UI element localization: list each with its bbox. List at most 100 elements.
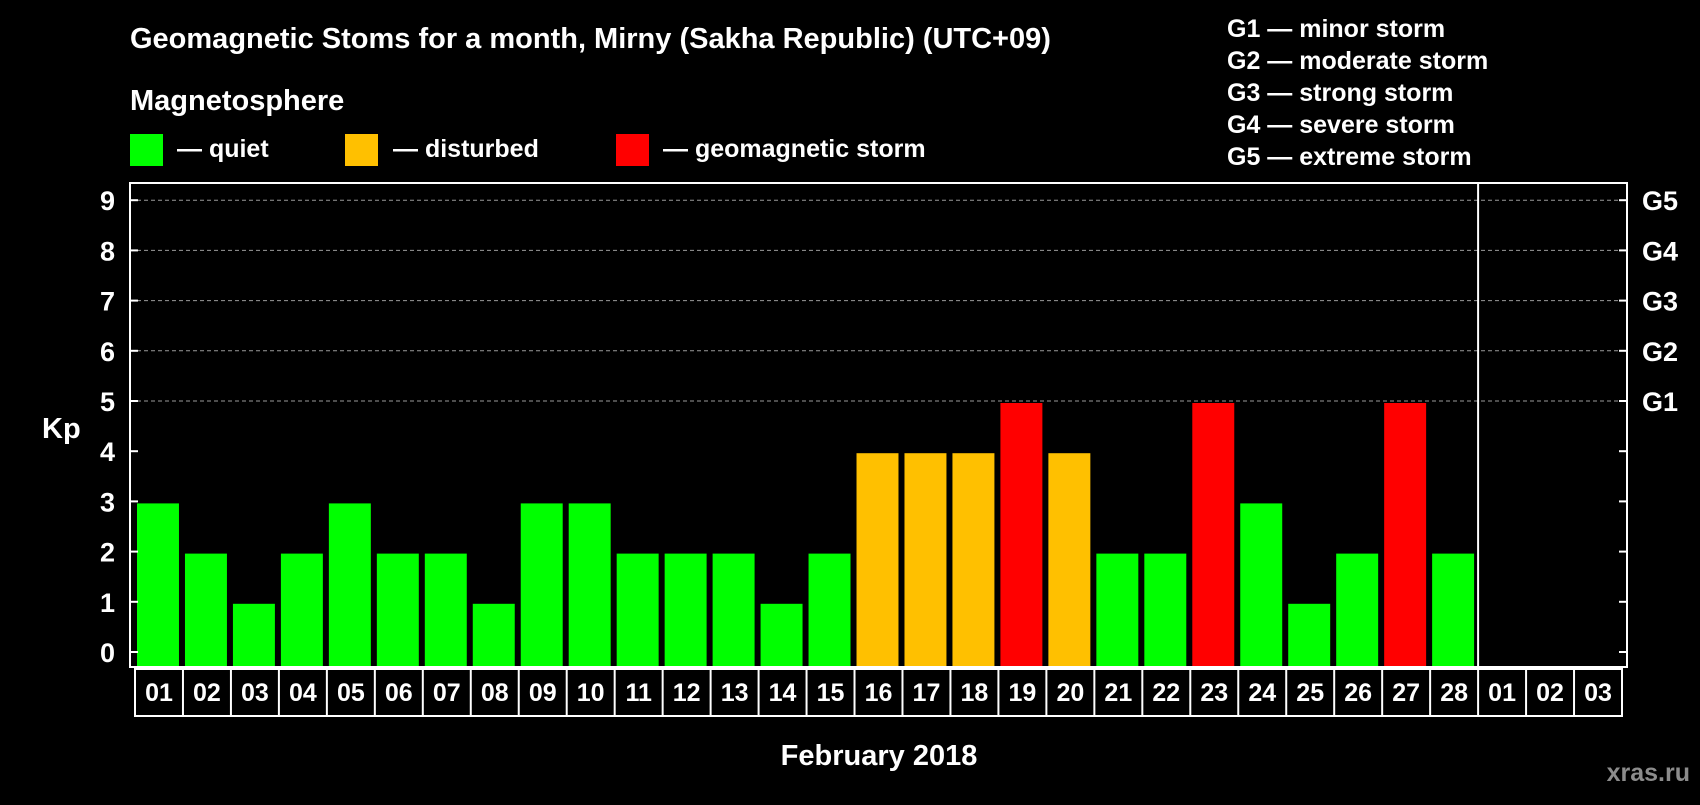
legend-swatch-storm [616,134,649,166]
bar-day-11 [616,553,659,667]
day-label-13: 13 [721,679,749,707]
bar-day-25 [1288,603,1331,667]
bar-day-22 [1144,553,1187,667]
bars [137,403,1475,667]
bar-day-12 [664,553,707,667]
ytick-label-1: 1 [100,588,115,618]
bar-day-02 [184,553,227,667]
day-label-1: 01 [145,679,173,707]
day-label-4: 04 [289,679,317,707]
ytick-label-6: 6 [100,337,115,367]
day-label-26: 26 [1344,679,1372,707]
right-label-G5: G5 [1642,186,1678,216]
bar-day-06 [376,553,419,667]
day-label-22: 22 [1152,679,1180,707]
chart-subtitle: Magnetosphere [130,85,344,117]
day-label-6: 06 [385,679,413,707]
gridlines [130,199,1627,402]
day-label-17: 17 [913,679,941,707]
ytick-label-0: 0 [100,638,115,668]
bar-day-03 [232,603,275,667]
day-label-15: 15 [817,679,845,707]
bar-day-04 [280,553,323,667]
ytick-label-7: 7 [100,287,115,317]
storm-scale-g2: G2 — moderate storm [1227,47,1488,75]
bar-day-27 [1384,403,1427,667]
day-label-24: 24 [1248,679,1276,707]
day-label-16: 16 [865,679,893,707]
ytick-label-8: 8 [100,236,115,266]
bar-day-09 [520,503,563,667]
y-axis-label: Kp [42,413,81,445]
bar-day-28 [1432,553,1475,667]
x-axis-label: February 2018 [781,740,978,772]
day-label-14: 14 [769,679,797,707]
bar-day-01 [137,503,179,667]
day-label-8: 08 [481,679,509,707]
bar-day-26 [1336,553,1379,667]
day-label-27: 27 [1392,679,1420,707]
ytick-label-5: 5 [100,387,115,417]
storm-scale-g1: G1 — minor storm [1227,15,1445,43]
day-label-29: 01 [1488,679,1516,707]
day-row: 01 02 03 04 05 06 07 08 09 10 11 12 13 14 15 16 17 18 19 20… [134,668,1623,717]
ytick-label-4: 4 [100,437,115,467]
day-label-23: 23 [1200,679,1228,707]
day-label-3: 03 [241,679,269,707]
day-label-11: 11 [625,679,652,707]
day-label-18: 18 [961,679,989,707]
legend-swatch-quiet [130,134,163,166]
day-label-19: 19 [1008,679,1036,707]
storm-scale-g3: G3 — strong storm [1227,79,1453,107]
day-label-20: 20 [1056,679,1084,707]
bar-day-20 [1048,453,1091,667]
right-axis-ticks: G1 G2 G3 G4 G5 [1619,186,1678,653]
day-row-border [134,668,1623,717]
bar-day-19 [1000,403,1043,667]
storm-scale-legend: G1 — minor storm G2 — moderate storm G3 … [1227,15,1488,171]
storm-scale-g4: G4 — severe storm [1227,111,1455,139]
bar-day-07 [424,553,467,667]
legend-label-quiet: — quiet [177,135,269,163]
right-label-G2: G2 [1642,337,1678,367]
bar-day-08 [472,603,515,667]
bar-day-10 [568,503,611,667]
bar-day-17 [904,453,947,667]
right-label-G3: G3 [1642,287,1678,317]
chart-title: Geomagnetic Stoms for a month, Mirny (Sa… [130,23,1051,55]
legend: — quiet — disturbed — geomagnetic storm [130,134,926,166]
bar-day-18 [952,453,995,667]
watermark: xras.ru [1607,759,1690,787]
ytick-label-3: 3 [100,487,115,517]
day-label-25: 25 [1296,679,1324,707]
day-label-21: 21 [1104,679,1132,707]
bar-day-05 [328,503,371,667]
bar-day-16 [856,453,899,667]
day-label-10: 10 [577,679,605,707]
right-label-G1: G1 [1642,387,1678,417]
day-label-2: 02 [193,679,221,707]
ytick-label-2: 2 [100,538,115,568]
ytick-label-9: 9 [100,186,115,216]
bar-day-24 [1240,503,1283,667]
bar-day-13 [712,553,755,667]
bar-day-14 [760,603,803,667]
bar-day-21 [1096,553,1139,667]
day-label-30: 02 [1536,679,1564,707]
day-label-9: 09 [529,679,557,707]
right-label-G4: G4 [1642,236,1678,266]
plot-frame [129,182,1628,668]
legend-label-storm: — geomagnetic storm [663,135,926,163]
day-label-31: 03 [1584,679,1612,707]
bar-day-15 [808,553,851,667]
plot-border [129,182,1628,668]
day-label-12: 12 [673,679,701,707]
bar-day-23 [1192,403,1235,667]
legend-swatch-disturbed [345,134,378,166]
day-label-7: 07 [433,679,461,707]
legend-label-disturbed: — disturbed [393,135,539,163]
day-label-28: 28 [1440,679,1468,707]
storm-scale-g5: G5 — extreme storm [1227,143,1472,171]
